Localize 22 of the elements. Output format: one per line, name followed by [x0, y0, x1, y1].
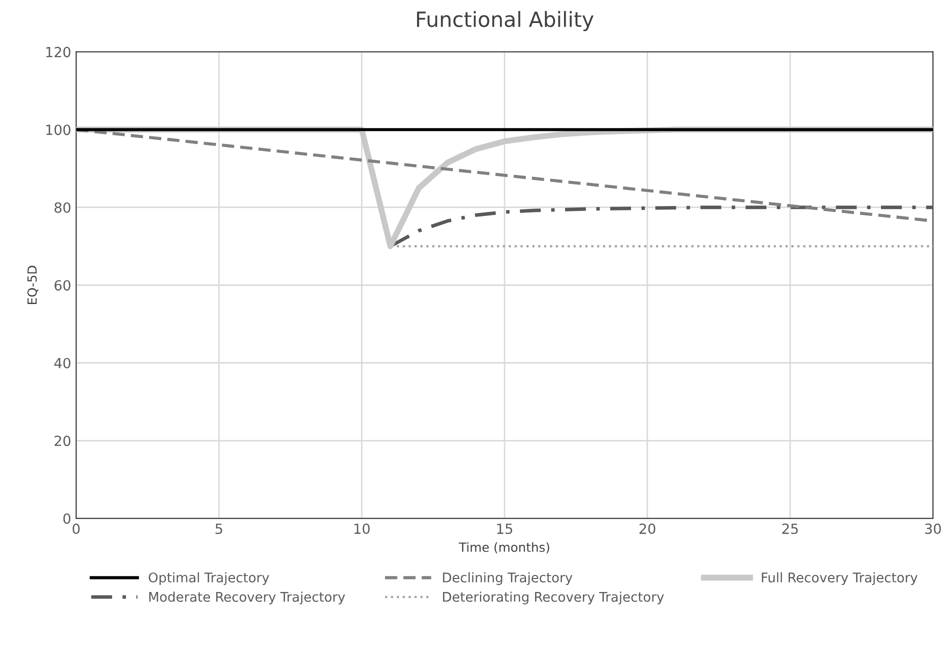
legend-label: Full Recovery Trajectory [762, 572, 918, 586]
legend-label: Moderate Recovery Trajectory [149, 592, 346, 604]
chart-title: Functional Ability [417, 11, 594, 32]
y-tick-label: 100 [46, 124, 70, 136]
y-tick-label: 40 [54, 358, 70, 368]
x-tick-label: 15 [497, 524, 512, 534]
y-tick-label: 0 [63, 513, 70, 524]
y-tick-label: 80 [54, 202, 70, 213]
x-tick-label: 25 [782, 524, 798, 534]
x-tick-label: 5 [216, 524, 222, 534]
legend-label: Deteriorating Recovery Trajectory [443, 592, 664, 604]
y-tick-label: 20 [54, 436, 70, 446]
x-tick-label: 0 [72, 524, 80, 534]
x-tick-label: 20 [640, 524, 656, 534]
legend-label: Declining Trajectory [443, 572, 572, 586]
x-tick-label: 10 [354, 524, 370, 534]
legend-label: Optimal Trajectory [148, 572, 270, 586]
x-tick-label: 30 [925, 524, 941, 534]
y-axis-title: EQ-5D [27, 266, 38, 304]
x-axis-title: Time (months) [458, 542, 550, 554]
y-tick-label: 120 [46, 46, 70, 58]
y-tick-label: 60 [54, 280, 70, 291]
